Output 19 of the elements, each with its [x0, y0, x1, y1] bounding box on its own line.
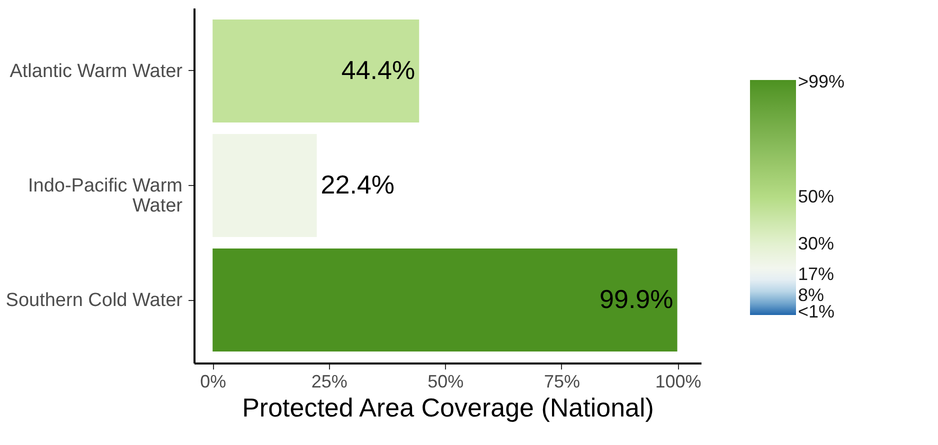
bar [212, 134, 317, 238]
y-tick-label: Southern Cold Water [6, 290, 184, 312]
bar [212, 248, 678, 352]
y-tick-label: Indo-Pacific Warm Water [28, 176, 184, 216]
x-tick-label: 0% [200, 372, 226, 392]
color-bar-label: 30% [798, 234, 834, 254]
color-bar-label: 50% [798, 186, 834, 206]
x-tick-label: 50% [428, 372, 464, 392]
data-label: 44.4% [341, 54, 416, 85]
color-bar-label: 17% [798, 264, 834, 284]
bar [212, 19, 420, 123]
x-tick-label: 100% [655, 372, 702, 392]
y-tick-label: Atlantic Warm Water [10, 60, 184, 82]
data-label: 22.4% [320, 170, 395, 200]
data-label: 99.9% [600, 284, 674, 314]
x-axis-title: Protected Area Coverage (National) [242, 392, 654, 422]
color-bar-label: >99% [798, 71, 845, 92]
x-tick-label: 25% [311, 372, 348, 392]
x-tick-label: 75% [544, 372, 580, 392]
